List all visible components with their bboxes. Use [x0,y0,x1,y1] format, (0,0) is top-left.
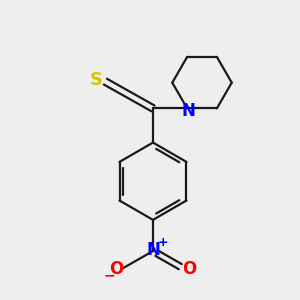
Text: O: O [182,260,197,278]
Text: N: N [182,102,196,120]
Text: N: N [147,241,160,259]
Text: S: S [89,71,102,89]
Text: −: − [103,268,115,282]
Text: +: + [157,236,168,249]
Text: O: O [109,260,124,278]
